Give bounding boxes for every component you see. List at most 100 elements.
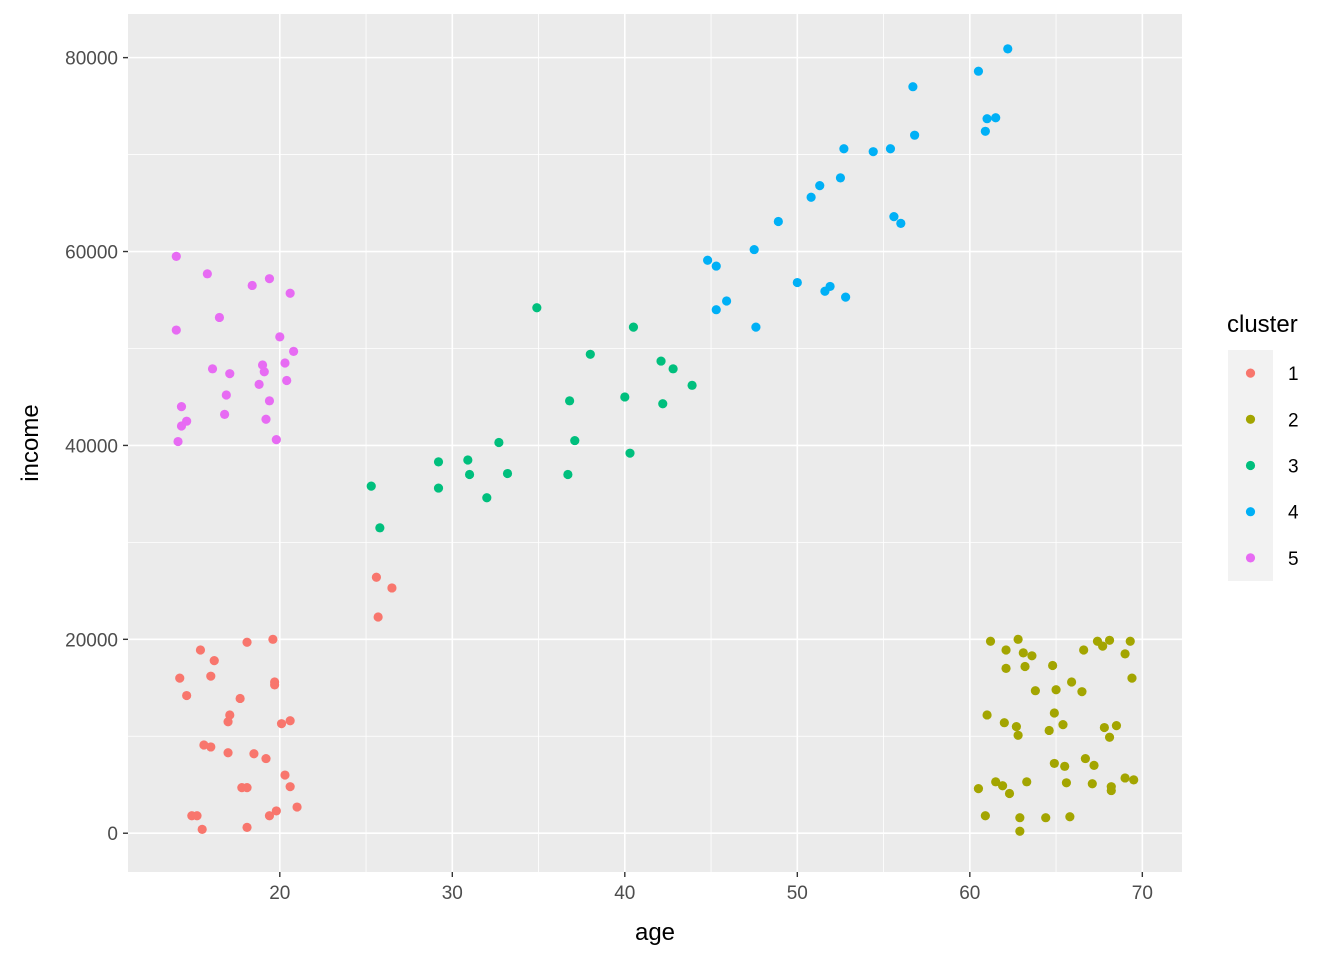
data-point-cluster-1: [264, 811, 275, 821]
data-point-cluster-3: [620, 392, 630, 402]
data-point-cluster-1: [199, 740, 209, 750]
data-point-cluster-2: [1079, 645, 1089, 655]
data-point-cluster-4: [973, 66, 984, 76]
data-point-cluster-1: [276, 719, 287, 729]
y-tick-label: 20000: [65, 630, 118, 651]
data-point-cluster-2: [980, 811, 990, 821]
data-point-cluster-5: [259, 367, 269, 377]
legend-key-cluster-1: [1245, 368, 1256, 378]
minor-gridlines: [128, 14, 1182, 872]
data-point-cluster-5: [173, 436, 183, 447]
data-point-cluster-5: [182, 416, 192, 426]
legend-label-cluster-5: 5: [1288, 549, 1299, 570]
y-tick-label: 0: [107, 824, 118, 845]
data-point-cluster-2: [1080, 753, 1090, 764]
x-tick-label: 60: [959, 883, 980, 904]
data-point-cluster-3: [366, 481, 376, 491]
data-point-cluster-3: [433, 483, 444, 493]
data-point-cluster-4: [749, 244, 759, 255]
data-point-cluster-3: [565, 396, 575, 406]
y-tick-label: 40000: [65, 436, 118, 457]
data-point-cluster-5: [280, 358, 290, 368]
x-tick-label: 30: [442, 883, 463, 904]
data-point-cluster-2: [1104, 732, 1115, 742]
data-point-cluster-1: [270, 680, 280, 690]
legend-items: 1 2 3 4 5: [1245, 364, 1299, 570]
x-axis-title: age: [635, 919, 675, 946]
data-point-cluster-1: [242, 637, 252, 647]
data-point-cluster-1: [195, 645, 206, 655]
data-point-cluster-2: [1013, 634, 1023, 644]
data-point-cluster-4: [721, 296, 732, 306]
data-point-cluster-3: [563, 469, 573, 480]
data-point-cluster-4: [792, 277, 802, 288]
data-point-cluster-4: [703, 255, 713, 265]
data-point-cluster-2: [1044, 725, 1054, 736]
data-point-cluster-1: [280, 770, 290, 780]
data-point-cluster-2: [1120, 773, 1130, 783]
data-point-cluster-1: [285, 782, 295, 792]
x-tick-label: 70: [1132, 883, 1153, 904]
data-point-cluster-2: [1004, 788, 1015, 799]
data-point-cluster-1: [209, 656, 219, 666]
data-point-cluster-1: [235, 693, 245, 704]
x-tick-label: 20: [269, 883, 290, 904]
legend-key-cluster-2: [1245, 414, 1256, 424]
data-point-cluster-2: [991, 777, 1001, 787]
data-point-cluster-3: [433, 457, 444, 467]
data-point-cluster-5: [221, 390, 231, 400]
data-point-cluster-3: [656, 356, 666, 366]
data-point-cluster-2: [1058, 720, 1068, 730]
legend: cluster 1 2 3 4 5: [1227, 311, 1299, 581]
data-point-cluster-5: [220, 409, 230, 419]
legend-label-cluster-1: 1: [1288, 364, 1299, 385]
data-point-cluster-5: [207, 364, 218, 374]
data-point-cluster-4: [841, 292, 851, 302]
data-point-cluster-2: [1065, 812, 1075, 822]
data-point-cluster-1: [268, 634, 278, 644]
data-point-cluster-2: [1127, 673, 1137, 683]
data-point-cluster-2: [1077, 687, 1087, 697]
data-point-cluster-2: [982, 710, 992, 720]
data-point-cluster-1: [242, 822, 252, 833]
data-point-cluster-5: [202, 269, 212, 279]
data-point-cluster-5: [176, 402, 187, 412]
data-point-cluster-5: [171, 325, 181, 335]
data-point-cluster-5: [264, 396, 275, 406]
data-point-cluster-5: [214, 312, 225, 323]
data-point-cluster-2: [1087, 779, 1097, 789]
data-point-cluster-4: [910, 130, 920, 140]
data-point-cluster-2: [1111, 721, 1122, 731]
y-axis-ticks: 0 20000 40000 60000 80000: [65, 49, 128, 845]
data-point-cluster-4: [806, 192, 816, 202]
data-point-cluster-4: [896, 218, 906, 229]
data-point-cluster-3: [502, 468, 513, 479]
data-point-cluster-2: [1089, 760, 1099, 770]
data-point-cluster-2: [1066, 677, 1077, 687]
legend-label-cluster-2: 2: [1288, 410, 1299, 431]
data-point-cluster-1: [206, 742, 216, 752]
data-point-cluster-1: [261, 753, 271, 764]
data-point-cluster-5: [271, 435, 281, 445]
data-point-cluster-3: [625, 448, 635, 458]
data-point-cluster-2: [1120, 649, 1130, 659]
data-point-cluster-1: [371, 572, 382, 582]
data-point-cluster-1: [206, 671, 216, 681]
data-point-cluster-3: [464, 469, 475, 480]
data-point-cluster-5: [247, 280, 257, 291]
data-point-cluster-2: [1125, 636, 1135, 646]
data-point-cluster-5: [282, 375, 292, 386]
data-point-cluster-2: [1001, 645, 1011, 655]
data-point-cluster-5: [171, 251, 181, 261]
data-point-cluster-2: [1129, 775, 1139, 785]
plot-panel: [128, 14, 1182, 872]
data-point-cluster-3: [668, 364, 678, 374]
data-point-cluster-2: [999, 718, 1009, 728]
data-point-cluster-2: [973, 784, 984, 794]
data-point-cluster-3: [687, 380, 697, 390]
data-point-cluster-4: [825, 281, 835, 292]
data-point-cluster-1: [197, 824, 207, 834]
data-point-cluster-1: [373, 612, 383, 622]
data-point-cluster-1: [182, 690, 192, 701]
